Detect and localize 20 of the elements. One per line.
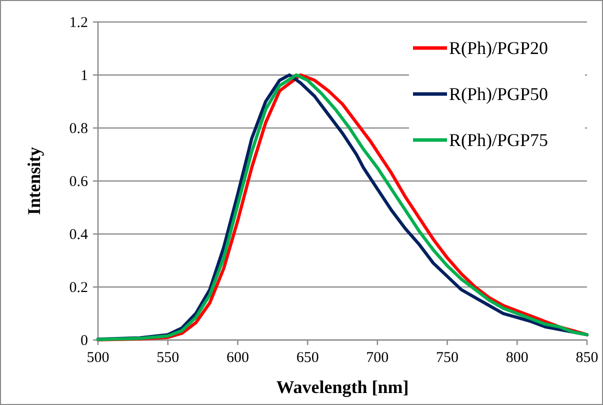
y-tick-label: 1	[80, 68, 88, 84]
x-tick-label: 700	[366, 350, 389, 366]
x-axis-title: Wavelength [nm]	[276, 377, 409, 397]
legend-label: R(Ph)/PGP75	[449, 130, 548, 150]
y-tick-label: 1.2	[69, 15, 88, 31]
y-tick-label: 0	[80, 333, 88, 349]
x-tick-label: 800	[506, 350, 528, 366]
y-axis-title: Intensity	[24, 146, 44, 216]
y-tick-label: 0.2	[69, 280, 88, 296]
legend-label: R(Ph)/PGP20	[449, 38, 548, 58]
y-tick-label: 0.6	[69, 174, 88, 190]
x-tick-label: 600	[226, 350, 249, 366]
y-tick-label: 0.8	[69, 121, 88, 137]
x-tick-label: 850	[576, 350, 598, 366]
x-tick-label: 750	[436, 350, 459, 366]
y-tick-label: 0.4	[69, 227, 88, 243]
x-tick-label: 550	[156, 350, 180, 366]
legend-label: R(Ph)/PGP50	[449, 84, 548, 104]
x-tick-label: 500	[86, 350, 110, 366]
x-tick-label: 650	[296, 350, 319, 366]
